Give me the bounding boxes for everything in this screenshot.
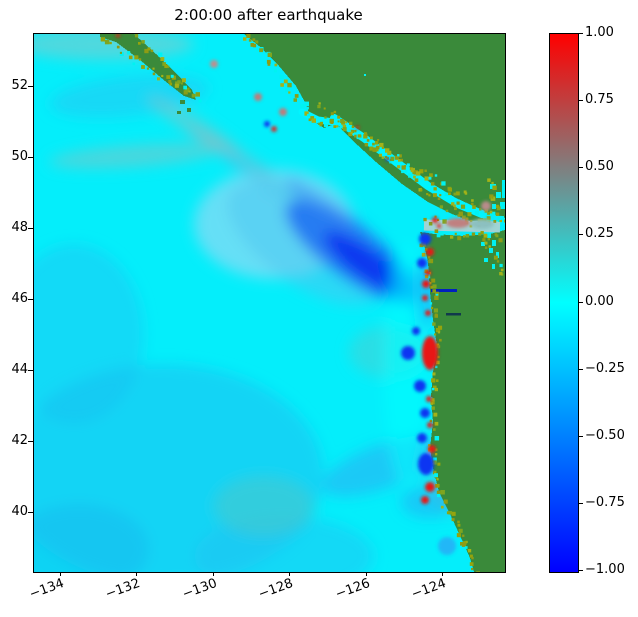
y-tick-label: 40	[11, 504, 28, 519]
colorbar-tick-mark	[579, 503, 583, 504]
colorbar-tick-mark	[579, 570, 583, 571]
colorbar-tick-mark	[579, 302, 583, 303]
colorbar-tick-label: −0.25	[585, 361, 625, 376]
y-tick-label: 50	[11, 149, 28, 164]
x-tick-label: −132	[103, 576, 143, 603]
x-tick-label: −124	[409, 576, 449, 603]
y-tick-mark	[28, 299, 33, 300]
y-tick-mark	[28, 370, 33, 371]
colorbar-tick-mark	[579, 100, 583, 101]
y-tick-mark	[28, 512, 33, 513]
colorbar	[549, 33, 579, 573]
y-tick-label: 42	[11, 433, 28, 448]
y-tick-mark	[28, 441, 33, 442]
colorbar-tick-mark	[579, 167, 583, 168]
colorbar-tick-label: −0.50	[585, 428, 625, 443]
colorbar-tick-label: −1.00	[585, 562, 625, 577]
colorbar-tick-label: 0.75	[585, 92, 614, 107]
land-us-coast	[420, 230, 505, 572]
y-tick-mark	[28, 228, 33, 229]
plot-title: 2:00:00 after earthquake	[174, 6, 363, 24]
x-tick-mark	[60, 572, 61, 576]
x-tick-mark	[442, 572, 443, 576]
x-tick-mark	[366, 572, 367, 576]
colorbar-tick-mark	[579, 369, 583, 370]
colorbar-tick-label: 1.00	[585, 25, 614, 40]
y-tick-mark	[28, 157, 33, 158]
coastal-wave-spots	[116, 34, 494, 555]
y-tick-mark	[28, 86, 33, 87]
land-bc-mainland	[244, 34, 505, 218]
map-plot	[33, 33, 506, 573]
colorbar-tick-label: −0.75	[585, 495, 625, 510]
y-tick-label: 46	[11, 291, 28, 306]
x-tick-label: −134	[27, 576, 67, 603]
colorbar-tick-mark	[579, 436, 583, 437]
y-tick-label: 52	[11, 78, 28, 93]
colorbar-tick-label: 0.00	[585, 294, 614, 309]
x-tick-label: −126	[333, 576, 373, 603]
columbia-river	[431, 289, 457, 292]
colorbar-tick-label: 0.50	[585, 159, 614, 174]
x-tick-label: −128	[256, 576, 296, 603]
colorbar-tick-label: 0.25	[585, 226, 614, 241]
x-tick-mark	[136, 572, 137, 576]
colorbar-tick-mark	[579, 33, 583, 34]
x-tick-mark	[289, 572, 290, 576]
y-tick-label: 44	[11, 362, 28, 377]
y-tick-label: 48	[11, 220, 28, 235]
x-tick-mark	[213, 572, 214, 576]
x-tick-label: −130	[180, 576, 220, 603]
map-canvas	[34, 34, 505, 572]
colorbar-tick-mark	[579, 234, 583, 235]
